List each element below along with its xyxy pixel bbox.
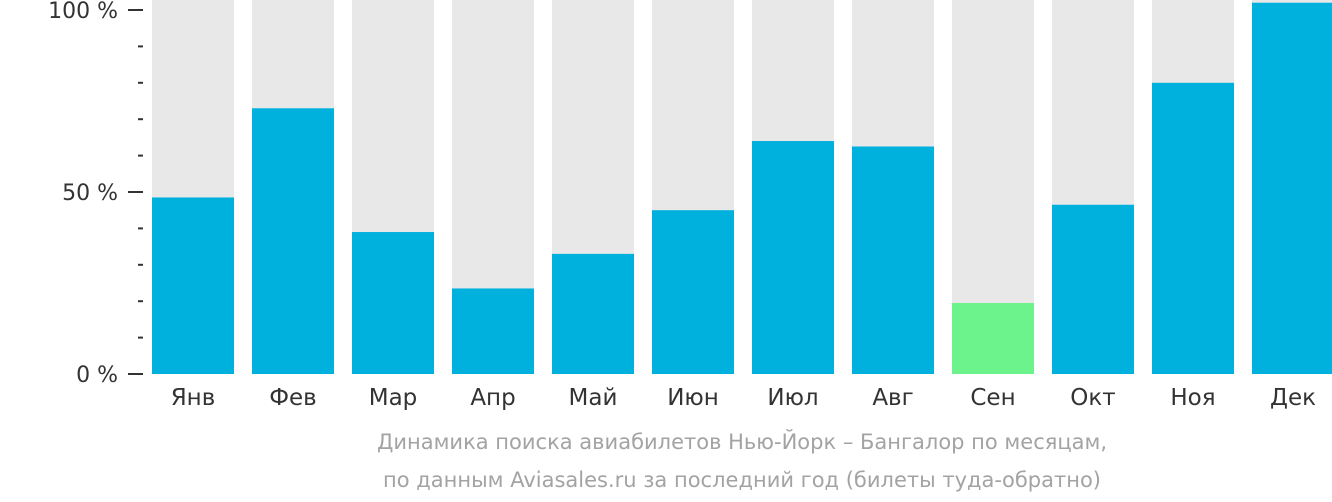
chart-caption-line-1: Динамика поиска авиабилетов Нью-Йорк – Б… bbox=[376, 430, 1108, 454]
x-tick-label: Июл bbox=[767, 385, 818, 411]
x-tick-label: Ноя bbox=[1170, 385, 1215, 411]
y-tick-label: 50 % bbox=[62, 181, 118, 206]
x-tick-label: Янв bbox=[171, 385, 216, 411]
bar-3 bbox=[352, 232, 434, 374]
x-tick-label: Сен bbox=[970, 385, 1015, 411]
bar-8 bbox=[852, 146, 934, 374]
y-tick-label: 0 % bbox=[76, 363, 118, 388]
bar-6 bbox=[652, 210, 734, 374]
x-tick-label: Дек bbox=[1270, 385, 1316, 411]
x-tick-label: Мар bbox=[369, 385, 418, 411]
x-tick-label: Апр bbox=[470, 385, 515, 411]
x-tick-label: Окт bbox=[1070, 385, 1115, 411]
chart-caption-line-2: по данным Aviasales.ru за последний год … bbox=[383, 468, 1101, 492]
y-tick-label: 100 % bbox=[48, 0, 118, 24]
x-tick-label: Июн bbox=[667, 385, 719, 411]
x-tick-label: Авг bbox=[872, 385, 913, 411]
bar-5 bbox=[552, 253, 634, 374]
bar-1 bbox=[152, 197, 234, 374]
bar-12 bbox=[1252, 2, 1332, 374]
x-tick-label: Фев bbox=[269, 385, 317, 411]
bar-9 bbox=[952, 303, 1034, 374]
bar-11 bbox=[1152, 82, 1234, 375]
bar-7 bbox=[752, 141, 834, 374]
x-tick-label: Май bbox=[569, 385, 618, 411]
bar-2 bbox=[252, 108, 334, 374]
bar-10 bbox=[1052, 204, 1134, 374]
bar-4 bbox=[452, 288, 534, 374]
